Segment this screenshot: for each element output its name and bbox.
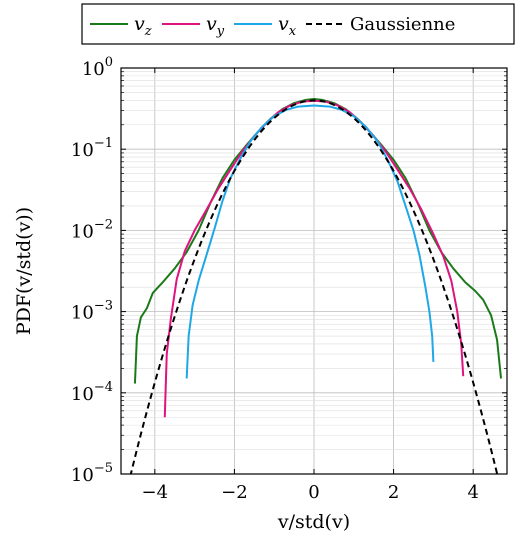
- legend-label-gaussienne: Gaussienne: [350, 14, 455, 35]
- x-tick-label: 2: [388, 482, 399, 503]
- legend-label-vx: vx: [278, 13, 297, 39]
- y-tick-label: 10−5: [71, 461, 113, 486]
- y-tick-label: 10−3: [71, 299, 113, 324]
- y-axis-title: PDF(v/std(v)): [13, 207, 35, 335]
- legend-label-vz: vz: [134, 13, 152, 39]
- grid: [121, 68, 507, 475]
- series-line-vx: [185, 104, 435, 379]
- legend-box: [81, 3, 515, 45]
- x-tick-label: 4: [467, 482, 478, 503]
- x-tick-label: −4: [142, 482, 169, 503]
- legend: vz vy vx Gaussienne: [81, 3, 515, 45]
- x-tick-label: 0: [308, 482, 319, 503]
- y-tick-label: 10−1: [71, 136, 113, 161]
- y-tick-label: 10−2: [71, 217, 113, 242]
- x-tick-label: −2: [221, 482, 248, 503]
- series-line-vz: [133, 98, 503, 384]
- ticks: [121, 67, 507, 475]
- series-line-gaussienne: [129, 99, 499, 474]
- y-tick-label: 100: [82, 55, 113, 80]
- tick-labels: −4 −2 0 2 4 10−5 10−4 10−3 10−2 10−1 100: [71, 55, 479, 503]
- series-group: [129, 98, 503, 474]
- y-tick-label: 10−4: [71, 380, 113, 405]
- legend-label-vy: vy: [206, 13, 225, 39]
- x-axis-title: v/std(v): [277, 511, 350, 533]
